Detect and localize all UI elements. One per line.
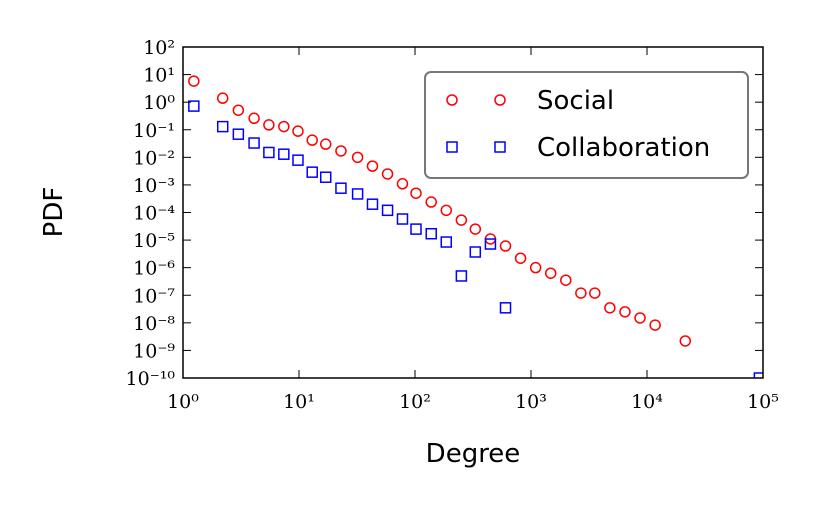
marker <box>216 120 229 133</box>
marker <box>381 168 394 180</box>
marker <box>366 160 379 172</box>
marker <box>604 302 616 314</box>
marker <box>455 270 468 282</box>
y-tick-label: 10⁻³ <box>133 175 175 197</box>
y-tick-label: 10⁻⁸ <box>133 313 175 335</box>
y-tick-label: 10⁻⁹ <box>133 340 175 362</box>
marker <box>248 137 260 149</box>
marker <box>335 182 347 194</box>
marker <box>634 312 646 324</box>
marker <box>232 128 245 140</box>
marker <box>679 335 692 347</box>
x-tick-label: 10³ <box>515 391 547 413</box>
marker <box>366 198 379 210</box>
marker <box>575 287 587 299</box>
marker <box>425 227 437 240</box>
marker <box>560 274 572 286</box>
marker <box>649 319 661 331</box>
x-axis-label: Degree <box>426 439 521 469</box>
marker <box>381 204 394 217</box>
marker <box>619 306 631 318</box>
marker <box>499 302 512 314</box>
marker <box>351 151 364 164</box>
marker <box>188 100 200 112</box>
legend-marker <box>446 94 458 106</box>
marker <box>410 223 422 235</box>
marker <box>232 104 245 116</box>
marker <box>306 134 318 146</box>
y-axis-label: PDF <box>39 187 69 238</box>
marker <box>335 145 347 157</box>
y-tick-label: 10⁻⁶ <box>133 258 175 280</box>
y-tick-label: 10⁻² <box>133 147 175 169</box>
y-tick-label: 10¹ <box>143 65 175 87</box>
plot-points <box>188 75 763 378</box>
legend-label: Collaboration <box>537 133 710 163</box>
marker <box>440 236 453 248</box>
y-tick-label: 10² <box>143 37 175 59</box>
marker <box>319 138 332 150</box>
marker <box>455 214 468 226</box>
y-tick-label: 10⁰ <box>143 92 175 114</box>
marker <box>396 178 409 190</box>
y-tick-label: 10⁻⁷ <box>133 285 175 307</box>
x-tick-label: 10⁰ <box>167 391 199 413</box>
marker <box>410 187 422 199</box>
marker <box>292 154 304 166</box>
marker <box>263 146 275 159</box>
marker <box>263 119 275 131</box>
marker <box>292 125 304 137</box>
marker <box>425 196 437 208</box>
y-tick-label: 10⁻¹⁰ <box>126 368 176 390</box>
y-tick-label: 10⁻⁵ <box>133 230 175 252</box>
marker <box>216 92 229 104</box>
marker <box>248 112 260 125</box>
marker <box>278 120 290 133</box>
marker <box>319 171 332 183</box>
y-tick-label: 10⁻¹ <box>133 120 175 142</box>
marker <box>499 240 512 252</box>
legend-marker <box>494 141 506 153</box>
marker <box>484 238 497 250</box>
legend-marker <box>446 141 458 153</box>
marker <box>188 75 200 87</box>
marker <box>440 204 453 217</box>
x-tick-label: 10⁴ <box>631 391 663 413</box>
marker <box>529 261 542 274</box>
marker <box>469 223 482 235</box>
legend-label: Social <box>537 86 614 116</box>
marker <box>544 267 557 279</box>
marker <box>589 287 601 299</box>
y-tick-label: 10⁻⁴ <box>133 203 175 225</box>
marker <box>753 372 763 378</box>
marker <box>306 166 318 178</box>
legend-marker <box>494 94 506 106</box>
x-tick-label: 10¹ <box>283 391 315 413</box>
x-tick-label: 10⁵ <box>747 391 779 413</box>
x-tick-label: 10² <box>399 391 431 413</box>
marker <box>396 213 409 225</box>
marker <box>469 246 482 258</box>
marker <box>514 252 527 264</box>
marker <box>278 148 290 160</box>
marker <box>351 188 364 200</box>
